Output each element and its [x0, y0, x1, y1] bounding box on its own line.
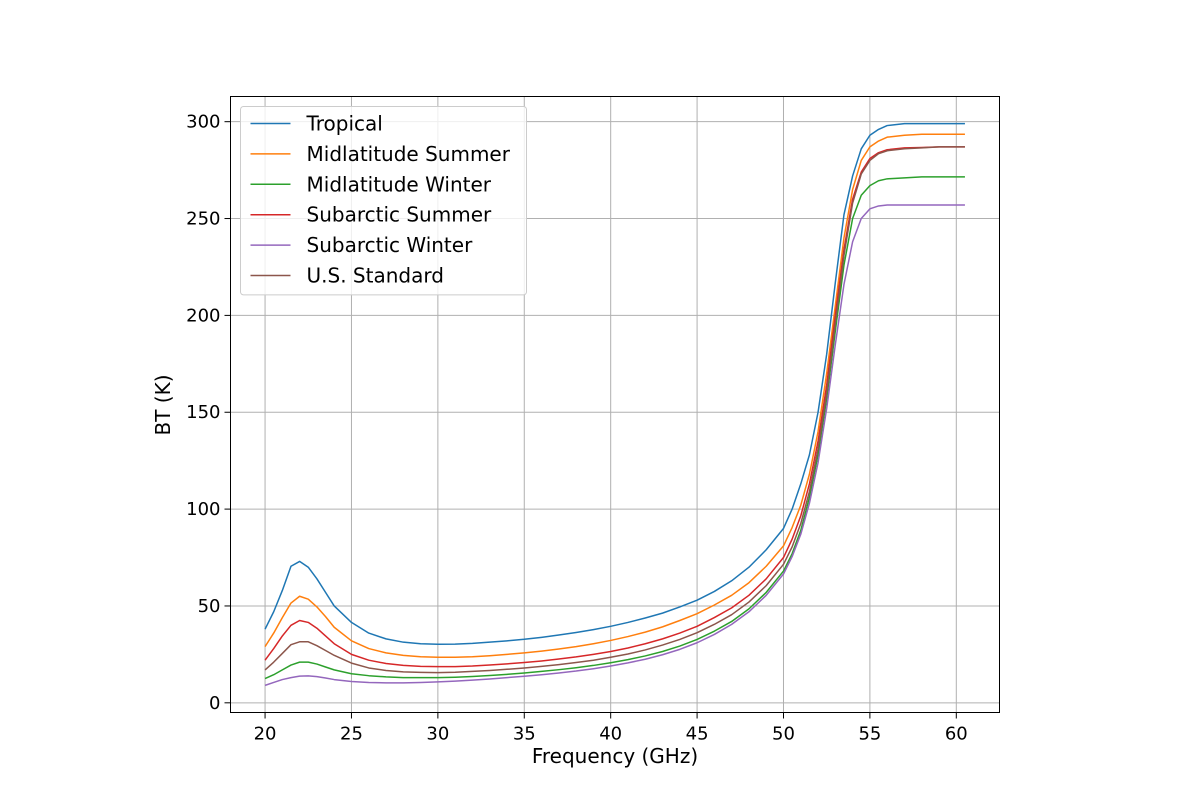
x-tick-label: 20 — [254, 724, 277, 745]
y-tick-label: 200 — [186, 305, 220, 326]
series-line-midlatitude-summer — [264, 133, 965, 659]
tick-layer: 20 25 30 35 40 45 50 55 60 0 50 100 150 200 250 300 — [186, 112, 968, 745]
legend-box — [240, 106, 527, 296]
x-tick-label: 35 — [513, 724, 536, 745]
legend-label-subarctic-summer: Subarctic Summer — [307, 203, 492, 227]
y-tick-label: 50 — [198, 596, 221, 617]
x-tick-label: 50 — [772, 724, 795, 745]
series-layer — [264, 122, 965, 687]
x-tick-label: 60 — [945, 724, 968, 745]
series-line-tropical — [264, 122, 965, 646]
x-tick-label: 25 — [340, 724, 363, 745]
series-line-midlatitude-winter — [264, 176, 965, 680]
x-tick-label: 45 — [686, 724, 709, 745]
plot-frame — [230, 96, 1000, 713]
y-axis-label: BT (K) — [151, 374, 175, 435]
y-tick-label: 300 — [186, 112, 220, 133]
x-axis-label: Frequency (GHz) — [532, 744, 698, 768]
y-tick-label: 250 — [186, 209, 220, 230]
legend-label-subarctic-winter: Subarctic Winter — [307, 233, 474, 257]
legend-label-u-s-standard: U.S. Standard — [307, 264, 444, 288]
series-line-subarctic-summer — [264, 146, 965, 668]
x-tick-label: 55 — [858, 724, 881, 745]
x-tick-label: 40 — [599, 724, 622, 745]
legend-label-tropical: Tropical — [306, 112, 383, 136]
legend: Tropical Midlatitude Summer Midlatitude Wi… — [240, 106, 527, 296]
y-tick-label: 100 — [186, 499, 220, 520]
legend-label-midlatitude-winter: Midlatitude Winter — [307, 172, 492, 196]
y-tick-label: 150 — [186, 402, 220, 423]
series-line-subarctic-winter — [264, 204, 965, 687]
grid-layer — [230, 96, 1000, 713]
legend-label-midlatitude-summer: Midlatitude Summer — [307, 142, 511, 166]
x-tick-label: 30 — [426, 724, 449, 745]
y-tick-label: 0 — [209, 693, 220, 714]
series-line-u-s-standard — [264, 146, 965, 674]
